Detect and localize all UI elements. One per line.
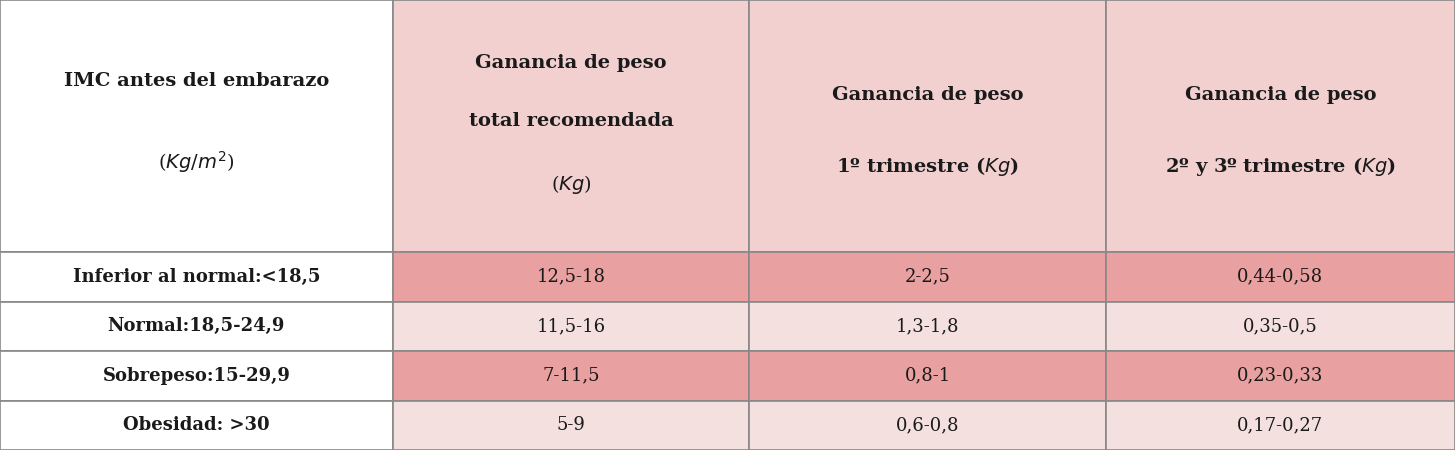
Text: 0,8-1: 0,8-1 <box>905 367 950 385</box>
Bar <box>393 400 749 450</box>
Bar <box>0 0 393 252</box>
Bar <box>749 252 1106 302</box>
Text: IMC antes del embarazo: IMC antes del embarazo <box>64 72 329 90</box>
Bar <box>1106 302 1455 351</box>
Bar <box>393 252 749 302</box>
Text: Sobrepeso:15-29,9: Sobrepeso:15-29,9 <box>102 367 291 385</box>
Bar <box>749 351 1106 400</box>
Bar <box>393 302 749 351</box>
Text: 0,6-0,8: 0,6-0,8 <box>896 416 959 434</box>
Bar <box>1106 400 1455 450</box>
Bar <box>1106 351 1455 400</box>
Text: 0,44-0,58: 0,44-0,58 <box>1237 268 1324 286</box>
Text: Obesidad: >30: Obesidad: >30 <box>124 416 269 434</box>
Text: Ganancia de peso: Ganancia de peso <box>832 86 1023 104</box>
Text: 5-9: 5-9 <box>557 416 585 434</box>
Text: 2º y 3º trimestre ($\mathbf{\mathit{Kg}}$): 2º y 3º trimestre ($\mathbf{\mathit{Kg}}… <box>1165 155 1395 178</box>
Text: 1,3-1,8: 1,3-1,8 <box>896 317 959 335</box>
Bar <box>0 400 393 450</box>
Text: 0,17-0,27: 0,17-0,27 <box>1237 416 1324 434</box>
Bar <box>1106 252 1455 302</box>
Text: 2-2,5: 2-2,5 <box>905 268 950 286</box>
Bar <box>393 0 749 252</box>
Bar <box>0 302 393 351</box>
Text: 12,5-18: 12,5-18 <box>537 268 605 286</box>
Bar <box>0 351 393 400</box>
Text: 11,5-16: 11,5-16 <box>537 317 605 335</box>
Text: 0,23-0,33: 0,23-0,33 <box>1237 367 1324 385</box>
Text: 1º trimestre ($\mathbf{\mathit{Kg}}$): 1º trimestre ($\mathbf{\mathit{Kg}}$) <box>837 155 1018 178</box>
Bar <box>749 0 1106 252</box>
Text: total recomendada: total recomendada <box>469 112 674 130</box>
Text: ($\mathbf{\mathit{Kg}}$): ($\mathbf{\mathit{Kg}}$) <box>550 173 592 196</box>
Text: 0,35-0,5: 0,35-0,5 <box>1243 317 1318 335</box>
Bar <box>1106 0 1455 252</box>
Bar <box>749 302 1106 351</box>
Bar <box>0 252 393 302</box>
Text: Ganancia de peso: Ganancia de peso <box>1184 86 1376 104</box>
Text: Normal:18,5-24,9: Normal:18,5-24,9 <box>108 317 285 335</box>
Text: 7-11,5: 7-11,5 <box>543 367 599 385</box>
Bar <box>393 351 749 400</box>
Text: Ganancia de peso: Ganancia de peso <box>476 54 666 72</box>
Text: Inferior al normal:<18,5: Inferior al normal:<18,5 <box>73 268 320 286</box>
Bar <box>749 400 1106 450</box>
Text: ($\mathbf{\mathit{Kg/m^{2}}}$): ($\mathbf{\mathit{Kg/m^{2}}}$) <box>159 149 234 175</box>
